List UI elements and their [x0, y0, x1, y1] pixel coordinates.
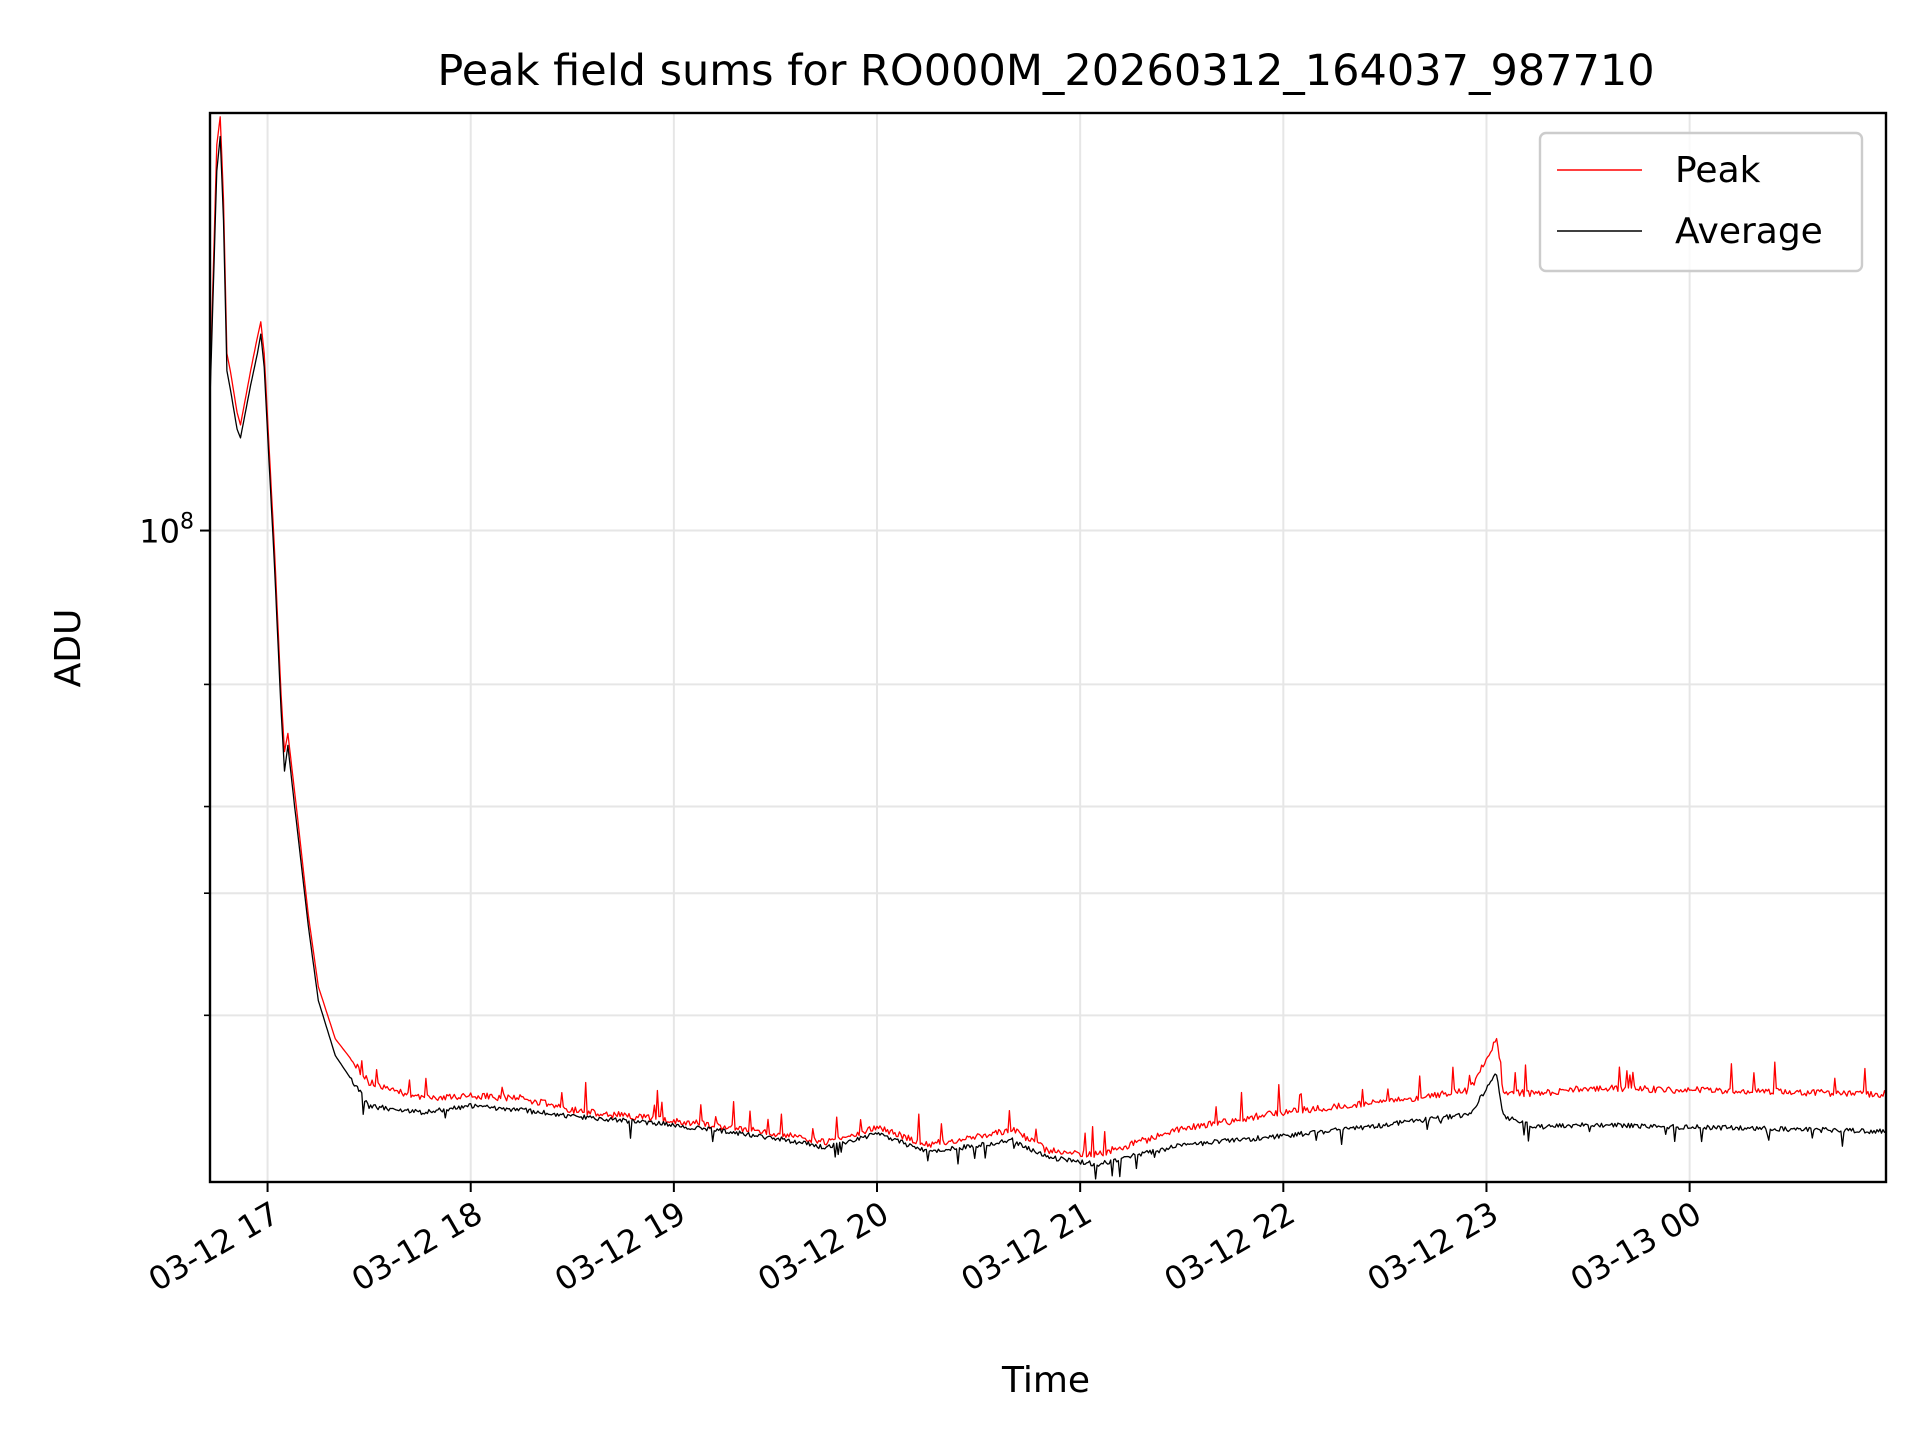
series-line-peak	[209, 116, 1887, 1158]
legend: Peak Average	[1538, 131, 1864, 273]
legend-box	[1538, 131, 1864, 273]
legend-label-average: Average	[1675, 211, 1823, 252]
grid-layer	[210, 113, 1886, 1182]
series-layer	[209, 116, 1887, 1180]
x-axis-label: Time	[1001, 1360, 1090, 1401]
y-axis-label: ADU	[48, 609, 89, 688]
y-tick-label: 108	[139, 510, 194, 551]
series-line-average	[209, 135, 1887, 1180]
chart-title: Peak field sums for RO000M_20260312_1640…	[437, 46, 1654, 96]
legend-label-peak: Peak	[1675, 150, 1761, 191]
plot-frame	[208, 111, 1888, 1184]
